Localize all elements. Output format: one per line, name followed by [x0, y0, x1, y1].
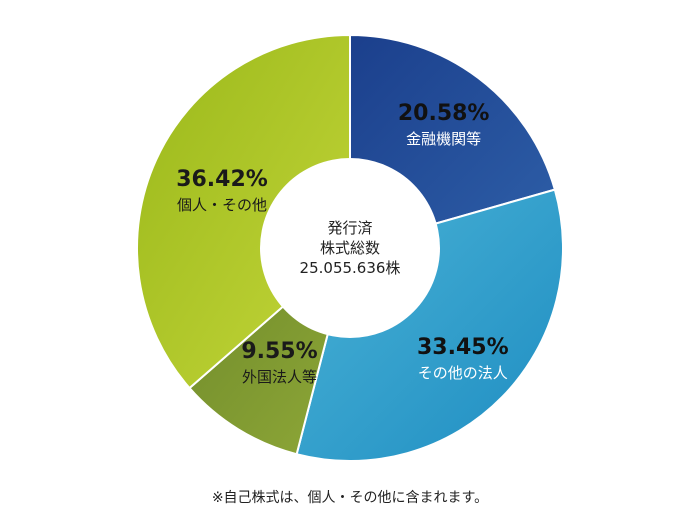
category-label-individuals-others: 個人・その他: [177, 196, 267, 214]
center-text-line-2: 株式総数: [320, 239, 380, 257]
donut-hole: [260, 158, 440, 338]
value-label-other-corporations: 33.45%: [417, 335, 509, 360]
chart-labels: 20.58% 金融機関等 33.45% その他の法人 9.55% 外国法人等 36.42% 個…: [176, 101, 508, 386]
center-text-line-3: 25.055.636株: [300, 259, 401, 277]
center-text-line-1: 発行済: [327, 219, 372, 237]
category-label-other-corporations: その他の法人: [418, 364, 508, 382]
value-label-foreign-corporations: 9.55%: [241, 339, 317, 364]
category-label-foreign-corporations: 外国法人等: [242, 368, 317, 386]
value-label-financial-institutions: 20.58%: [398, 101, 490, 126]
value-label-individuals-others: 36.42%: [176, 167, 268, 192]
category-label-financial-institutions: 金融機関等: [406, 130, 481, 148]
footnote: ※自己株式は、個人・その他に含まれます。: [211, 490, 489, 506]
slice-individuals-others: [136, 33, 351, 390]
